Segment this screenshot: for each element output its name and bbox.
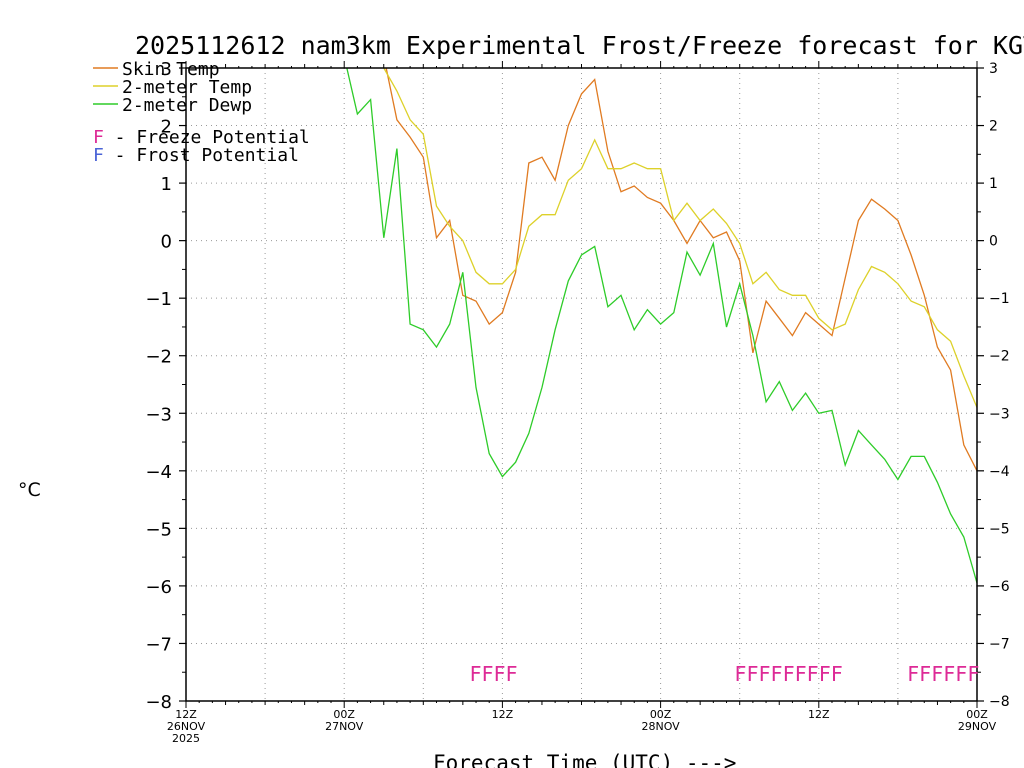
y-tick-label-left: −8 xyxy=(145,692,172,713)
y-tick-label-right: 2 xyxy=(989,119,998,135)
y-tick-label-left: 3 xyxy=(161,59,172,80)
series-line-skin xyxy=(385,68,977,472)
x-tick-label: 29NOV xyxy=(958,720,997,733)
y-tick-label-right: −7 xyxy=(989,636,1010,652)
y-tick-label-right: −2 xyxy=(989,349,1010,365)
x-tick-label: 00Z xyxy=(966,708,988,721)
y-tick-label-left: −1 xyxy=(145,289,172,310)
y-tick-label-right: −8 xyxy=(989,694,1010,710)
y-tick-label-left: 0 xyxy=(161,232,172,253)
y-tick-label-right: 1 xyxy=(989,176,998,192)
y-tick-label-left: 2 xyxy=(161,117,172,138)
y-tick-label-right: −5 xyxy=(989,521,1010,537)
chart-title: 2025112612 nam3km Experimental Frost/Fre… xyxy=(135,31,1024,60)
axes: 3 3 2 2 1 1 0 0 −1 −1 −2 −2 −3 −3 −4 −4 −5 −5 −6 −6 −7 −7 −8 −8… xyxy=(145,59,1009,745)
y-tick-label-left: −4 xyxy=(145,462,172,483)
freeze-flag: FFFF xyxy=(469,662,517,686)
y-tick-label-right: 3 xyxy=(989,61,998,77)
frost-freeze-flags: FFFF FFFFFFFFF FFFFFF xyxy=(469,662,979,686)
legend-label-skin: Skin Temp xyxy=(122,59,220,80)
x-tick-label: 12Z xyxy=(492,708,514,721)
x-tick-label: 00Z xyxy=(650,708,672,721)
y-tick-label-right: −6 xyxy=(989,579,1010,595)
legend-label-t2m: 2-meter Temp xyxy=(122,77,252,98)
y-tick-label-right: −3 xyxy=(989,406,1010,422)
series-line-dewp xyxy=(346,68,977,584)
y-tick-label-left: −3 xyxy=(145,404,172,425)
plot-frame xyxy=(185,67,978,702)
y-tick-label-left: −2 xyxy=(145,347,172,368)
legend-note: F - Freeze Potential xyxy=(93,127,310,148)
y-tick-label-right: 0 xyxy=(989,234,998,250)
y-axis-label: °C xyxy=(18,479,41,501)
y-tick-label-left: −6 xyxy=(145,577,172,598)
series-lines xyxy=(346,68,977,584)
y-tick-label-left: −5 xyxy=(145,519,172,540)
legend-label-dewp: 2-meter Dewp xyxy=(122,95,252,116)
y-tick-label-left: −7 xyxy=(145,634,172,655)
y-tick-label-left: 1 xyxy=(161,174,172,195)
y-tick-label-right: −1 xyxy=(989,291,1010,307)
x-tick-label: 26NOV xyxy=(167,720,206,733)
x-tick-label: 12Z xyxy=(808,708,830,721)
x-tick-label: 27NOV xyxy=(325,720,364,733)
x-tick-label: 2025 xyxy=(172,732,200,745)
freeze-flag: FFFFFFFFF xyxy=(734,662,842,686)
freeze-flag: FFFFFF xyxy=(907,662,979,686)
legend-note: F - Frost Potential xyxy=(93,145,299,166)
x-axis-label: Forecast Time (UTC) ---> xyxy=(433,751,736,768)
x-tick-label: 12Z xyxy=(175,708,197,721)
grid xyxy=(186,68,977,701)
x-tick-label: 28NOV xyxy=(641,720,680,733)
x-tick-label: 00Z xyxy=(333,708,355,721)
y-tick-label-right: −4 xyxy=(989,464,1010,480)
series-line-t2m xyxy=(383,68,977,408)
